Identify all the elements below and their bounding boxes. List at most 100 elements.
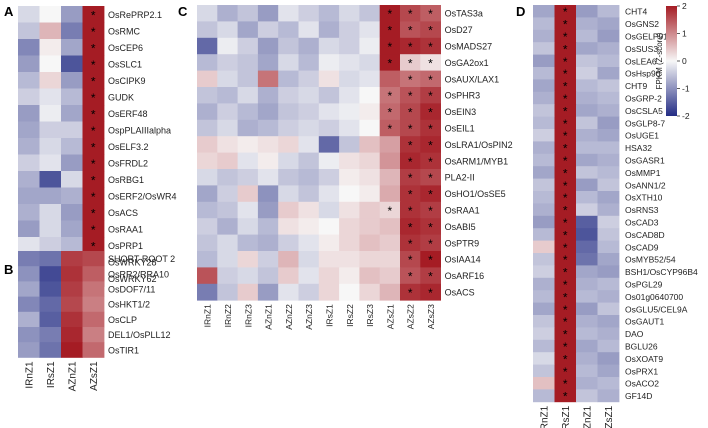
heatmap-cell: [82, 138, 105, 155]
heatmap-cell: [576, 277, 598, 291]
heatmap-cell: [318, 70, 340, 88]
heatmap-cell: [257, 5, 279, 22]
heatmap-cell: [318, 185, 340, 203]
heatmap-cell: [197, 283, 218, 301]
heatmap-cell: [597, 290, 620, 303]
significance-star: *: [388, 24, 393, 38]
heatmap-cell: [420, 119, 441, 137]
heatmap-cell: [554, 327, 577, 341]
color-legend: 2 1 0 -1 -2 FPKM (Z-score): [655, 1, 690, 121]
heatmap-cell: [61, 171, 83, 188]
heatmap-cell: [82, 121, 105, 139]
heatmap-cell: [278, 70, 299, 88]
heatmap-cell: [339, 70, 360, 88]
heatmap-cell: [318, 119, 340, 137]
heatmap-cell: [597, 166, 620, 179]
row-label-osxoat9: OsXOAT9: [625, 354, 663, 364]
heatmap-cell: [18, 251, 40, 267]
heatmap-cell: [533, 240, 555, 254]
heatmap-cell: [379, 251, 401, 268]
heatmap-cell: [278, 201, 299, 219]
significance-star: *: [563, 390, 568, 404]
heatmap-cell: [257, 185, 279, 203]
heatmap-cell: [339, 87, 360, 104]
heatmap-cell: [237, 234, 259, 252]
heatmap-cell: [82, 171, 105, 188]
heatmap-cell: [39, 121, 62, 139]
heatmap-cell: [18, 105, 40, 122]
heatmap-cell: [533, 215, 555, 229]
heatmap-cell: [18, 72, 40, 89]
heatmap-cell: [61, 154, 83, 172]
significance-star: *: [563, 365, 568, 379]
heatmap-cell: [217, 37, 238, 55]
heatmap-cell: [39, 154, 62, 172]
heatmap-cell: [359, 87, 381, 104]
heatmap-cell: [379, 267, 401, 285]
row-label-osabi5: OsABI5: [445, 222, 476, 232]
heatmap-cell: [400, 169, 421, 186]
significance-star: *: [428, 204, 433, 218]
significance-star: *: [388, 56, 393, 70]
heatmap-cell: [576, 17, 598, 31]
heatmap-cell: [420, 267, 441, 285]
heatmap-cell: [400, 37, 421, 55]
heatmap-cell: [217, 251, 238, 268]
heatmap-cell: [318, 234, 340, 252]
significance-star: *: [91, 8, 96, 22]
row-label-osmads27: OsMADS27: [445, 42, 493, 52]
significance-star: *: [408, 270, 413, 284]
heatmap-cell: [278, 185, 299, 203]
heatmap-cell: [359, 5, 381, 22]
heatmap-cell: [18, 55, 40, 73]
heatmap-cell: [379, 37, 401, 55]
heatmap-cell: [278, 267, 299, 285]
significance-star: *: [388, 89, 393, 103]
heatmap-cell: [597, 17, 620, 31]
heatmap-cell: [318, 201, 340, 219]
heatmap-cell: [197, 251, 218, 268]
row-label-dao: DAO: [625, 329, 644, 339]
heatmap-cell: [533, 277, 555, 291]
heatmap-cell: [39, 342, 62, 358]
row-label-oscad3: OsCAD3: [625, 218, 659, 228]
heatmap-cell: [576, 153, 598, 167]
heatmap-cell: [400, 251, 421, 268]
heatmap-cell: [278, 251, 299, 268]
column-label-aznz2: AZnZ2: [284, 304, 294, 330]
heatmap-cell: [39, 171, 62, 188]
heatmap-cell: [576, 265, 598, 279]
heatmap-cell: [257, 70, 279, 88]
row-label-osarm1-myb1: OsARM1/MYB1: [445, 156, 509, 166]
heatmap-cell: [39, 22, 62, 40]
heatmap-cell: [597, 54, 620, 68]
heatmap-cell: [278, 234, 299, 252]
heatmap-cell: [400, 21, 421, 39]
heatmap-cell: [257, 54, 279, 71]
heatmap-cell: [554, 29, 577, 43]
heatmap-cell: [39, 88, 62, 106]
heatmap-cell: [18, 311, 40, 328]
heatmap-panel-a: A * OsRePRP2.1 * OsRMC * OsCEP6 * OsSLC1 * OsCIPK9…: [4, 4, 177, 287]
heatmap-cell: [533, 166, 555, 179]
heatmap-cell: [318, 87, 340, 104]
significance-star: *: [563, 42, 568, 56]
heatmap-cell: [18, 154, 40, 172]
significance-star: *: [91, 74, 96, 88]
row-label-cht4: CHT4: [625, 7, 647, 17]
heatmap-cell: [197, 54, 218, 71]
significance-star: *: [563, 67, 568, 81]
significance-star: *: [408, 286, 413, 300]
heatmap-cell: [237, 152, 259, 170]
heatmap-cell: [576, 240, 598, 254]
significance-star: *: [408, 122, 413, 136]
heatmap-cell: [318, 54, 340, 71]
heatmap-cell: [420, 201, 441, 219]
heatmap-cell: [339, 251, 360, 268]
heatmap-cell: [576, 327, 598, 341]
significance-star: *: [563, 92, 568, 106]
row-label-osaux-lax1: OsAUX/LAX1: [445, 74, 500, 84]
heatmap-panel-c: C * * * OsTAS3a * * * OsD27 * * * OsMADS27 * * * OsGA2ox…: [178, 4, 513, 330]
row-label-ostas3a: OsTAS3a: [445, 9, 483, 19]
heatmap-cell: [298, 218, 320, 235]
